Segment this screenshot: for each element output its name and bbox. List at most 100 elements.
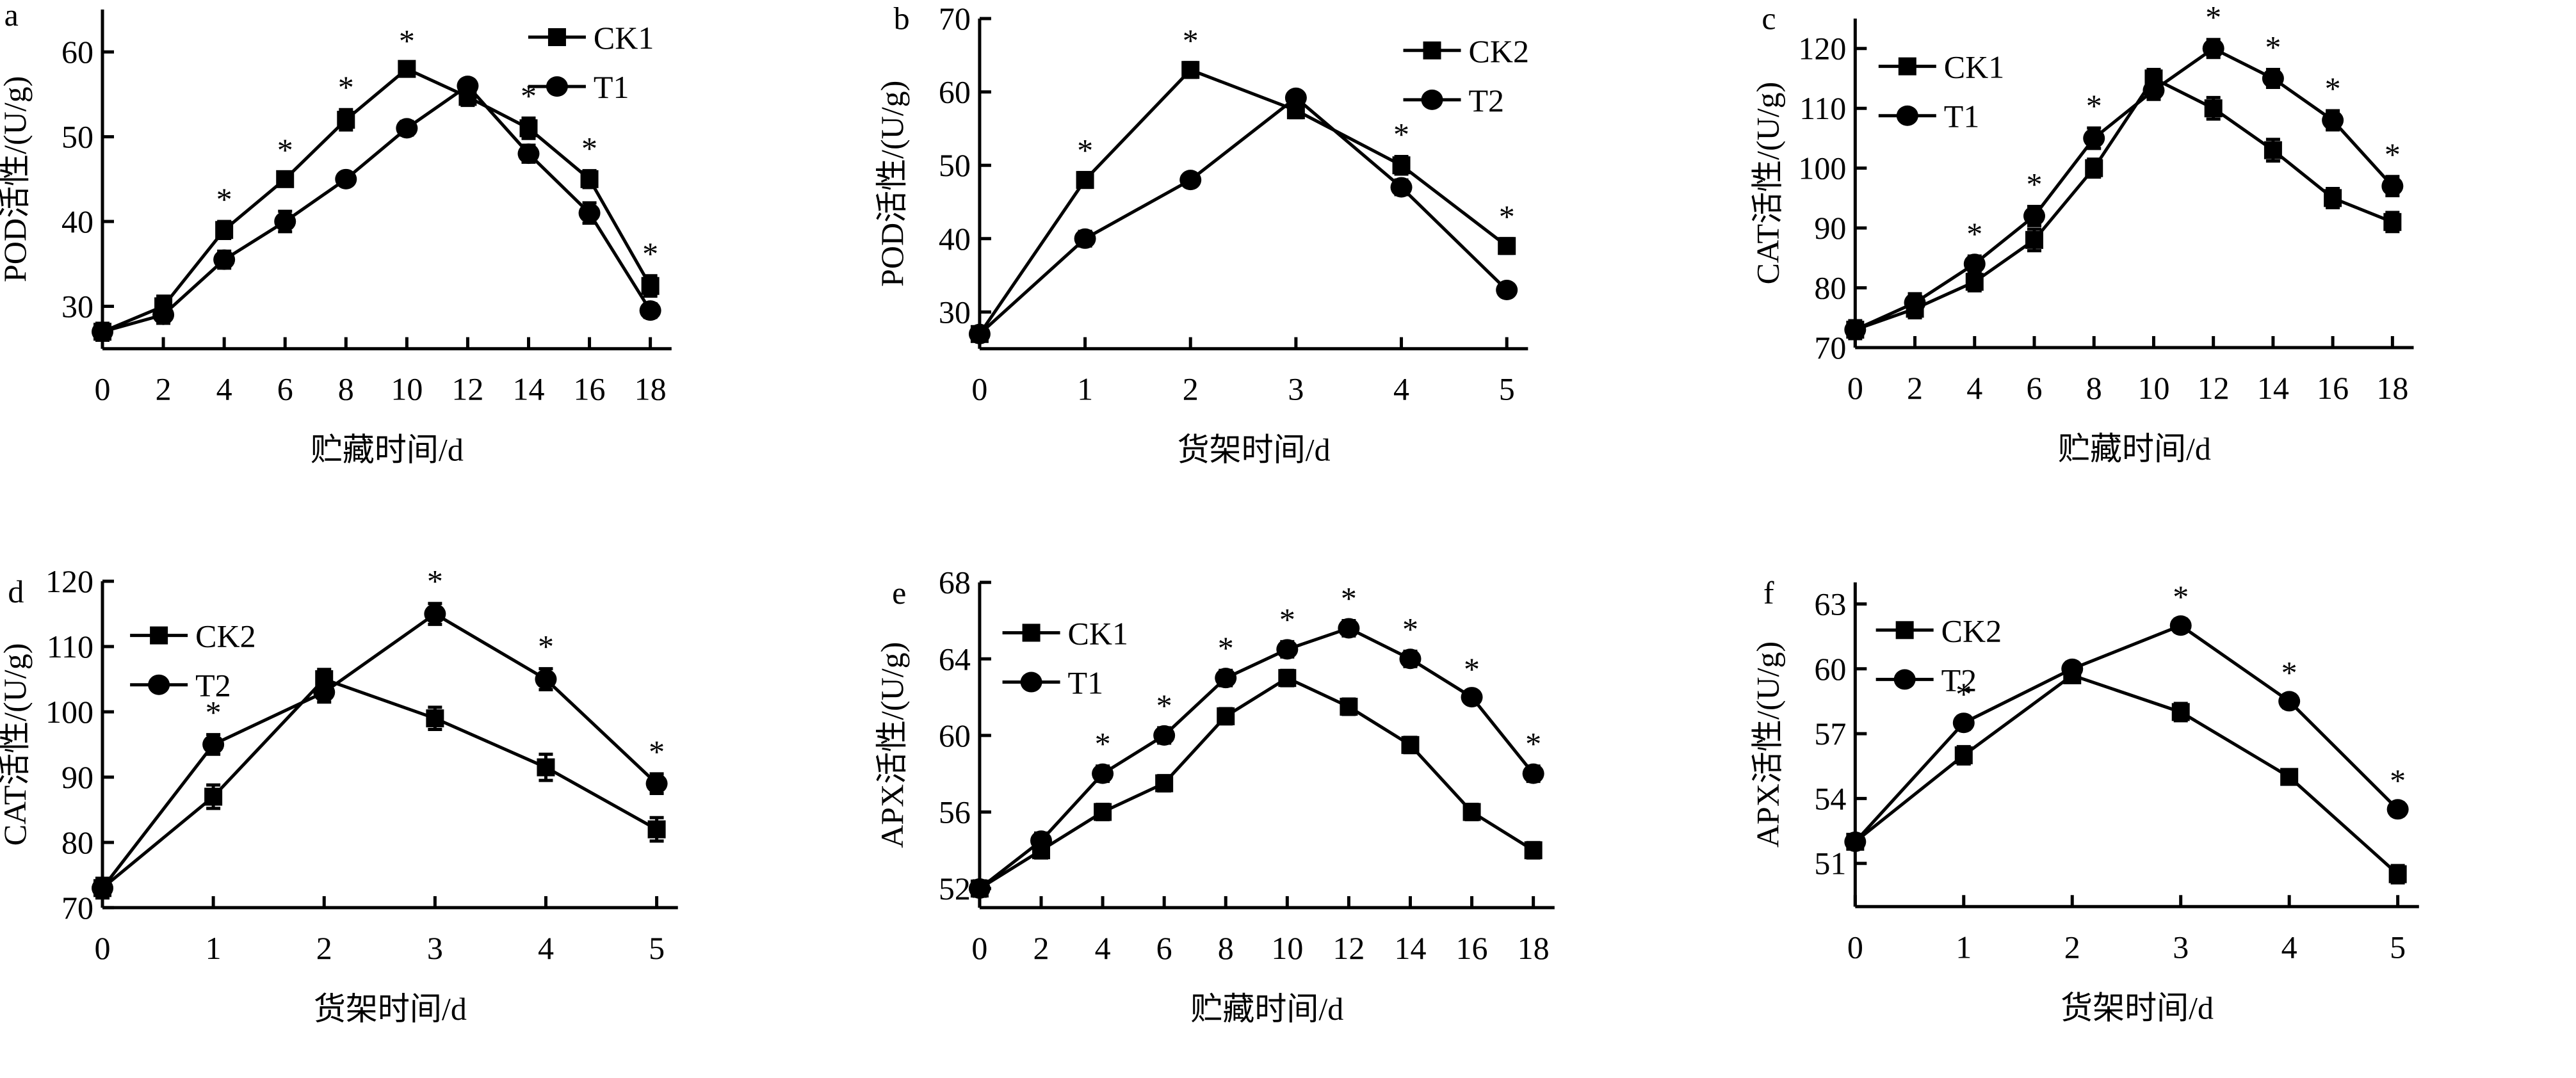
- legend-label: T1: [1944, 99, 1980, 134]
- significance-star: *: [277, 132, 293, 168]
- x-tick-label: 10: [2137, 370, 2169, 406]
- legend-item-t2: T2: [130, 668, 231, 704]
- data-point-ck1: [2324, 189, 2342, 207]
- data-point-ck2: [1181, 61, 1200, 79]
- data-point-t1: [1522, 763, 1544, 784]
- x-tick-label: 10: [1271, 930, 1303, 966]
- data-point-ck2: [1392, 156, 1411, 175]
- data-point-ck2: [1498, 237, 1516, 255]
- data-point-t1: [1153, 725, 1176, 746]
- x-tick-label: 4: [1966, 370, 1982, 406]
- series-line-t2: [101, 612, 658, 889]
- data-point-t1: [1904, 292, 1926, 313]
- x-tick-label: 2: [156, 371, 172, 407]
- data-point-ck1: [1401, 736, 1420, 754]
- significance-star: *: [1279, 601, 1295, 637]
- x-tick-label: 4: [2281, 929, 2297, 965]
- x-tick-label: 0: [95, 930, 111, 966]
- significance-star: *: [1966, 216, 1982, 252]
- significance-star: *: [1095, 726, 1111, 762]
- data-point-t2: [1074, 228, 1096, 249]
- legend-circle-marker: [546, 76, 568, 97]
- y-axis-title: POD活性/(U/g): [0, 76, 33, 282]
- x-tick-label: 16: [574, 371, 606, 407]
- y-tick-label: 90: [1814, 210, 1846, 246]
- data-point-ck2: [2171, 703, 2190, 721]
- x-tick-label: 3: [427, 930, 443, 966]
- significance-star: *: [1956, 676, 1972, 712]
- data-point-ck1: [580, 170, 599, 188]
- legend-label: T2: [195, 668, 231, 704]
- series-line-t2: [978, 95, 1508, 335]
- data-point-ck1: [1524, 841, 1543, 860]
- y-tick-label: 50: [939, 147, 971, 183]
- panel-letter: b: [894, 1, 910, 36]
- panel-letter: c: [1762, 1, 1776, 36]
- data-point-t1: [2083, 127, 2105, 149]
- x-axis-title: 货架时间/d: [314, 991, 467, 1027]
- legend-label: CK2: [1469, 33, 1529, 69]
- legend-item-t1: T1: [1002, 665, 1104, 701]
- x-tick-label: 14: [1394, 930, 1426, 966]
- legend-circle-marker: [1893, 669, 1916, 690]
- x-tick-label: 1: [1077, 371, 1093, 407]
- x-tick-label: 2: [2064, 929, 2080, 965]
- data-point-t1: [1338, 618, 1360, 639]
- y-axis-title: CAT活性/(U/g): [0, 643, 33, 846]
- y-tick-label: 30: [61, 288, 93, 324]
- data-point-ck1: [2264, 141, 2282, 159]
- series-line-t1: [102, 83, 652, 334]
- significance-star: *: [1402, 611, 1418, 647]
- legend-label: T1: [1068, 665, 1104, 701]
- significance-star: *: [399, 22, 415, 58]
- data-point-ck1: [1094, 803, 1112, 821]
- significance-star: *: [2086, 88, 2102, 124]
- x-tick-label: 6: [277, 371, 293, 407]
- legend-square-marker: [1423, 41, 1441, 60]
- x-axis-title: 贮藏时间/d: [2058, 431, 2211, 467]
- x-tick-label: 14: [512, 371, 544, 407]
- x-tick-label: 16: [2317, 370, 2349, 406]
- data-point-ck2: [2280, 768, 2299, 786]
- x-tick-label: 2: [1183, 371, 1199, 407]
- x-tick-label: 2: [1907, 370, 1923, 406]
- significance-star: *: [216, 181, 232, 217]
- series-line-ck2: [1854, 673, 2399, 876]
- data-point-ck1: [337, 111, 355, 129]
- x-tick-label: 4: [1095, 930, 1111, 966]
- panel-letter: f: [1763, 575, 1774, 611]
- data-point-t1: [2202, 38, 2224, 59]
- significance-star: *: [2205, 0, 2221, 35]
- data-point-ck1: [398, 60, 416, 78]
- series-line-ck1: [102, 67, 652, 334]
- data-point-t2: [968, 323, 991, 344]
- significance-star: *: [2281, 654, 2297, 690]
- data-point-t2: [1390, 177, 1413, 198]
- data-point-t1: [2023, 205, 2045, 227]
- legend-circle-marker: [148, 674, 170, 695]
- legend-item-ck1: CK1: [528, 20, 654, 56]
- x-axis-title: 货架时间/d: [1178, 432, 1331, 468]
- data-point-ck1: [2085, 159, 2103, 177]
- data-point-t1: [2262, 68, 2284, 89]
- y-tick-label: 57: [1814, 716, 1846, 752]
- data-point-ck1: [1340, 698, 1358, 716]
- y-tick-label: 56: [939, 794, 971, 830]
- series-line-ck2: [101, 677, 658, 890]
- series-line-t1: [1854, 46, 2394, 332]
- data-point-t2: [1284, 87, 1307, 108]
- legend-square-marker: [150, 626, 168, 645]
- series-line-t1: [978, 626, 1535, 890]
- data-point-ck2: [204, 787, 223, 806]
- data-point-t1: [1276, 639, 1299, 660]
- data-point-t1: [1844, 319, 1867, 341]
- data-point-t2: [535, 669, 557, 690]
- data-point-t1: [152, 304, 175, 325]
- data-point-t2: [2061, 658, 2084, 679]
- legend-square-marker: [1898, 57, 1916, 76]
- significance-star: *: [206, 695, 222, 730]
- significance-star: *: [2390, 762, 2406, 798]
- data-point-t1: [2143, 80, 2165, 101]
- chart-panel-a: a 30 40 50 60 0 2 4 6 8 10 12 14 16 18 贮藏时间/d POD活性/(U/g…: [0, 0, 672, 468]
